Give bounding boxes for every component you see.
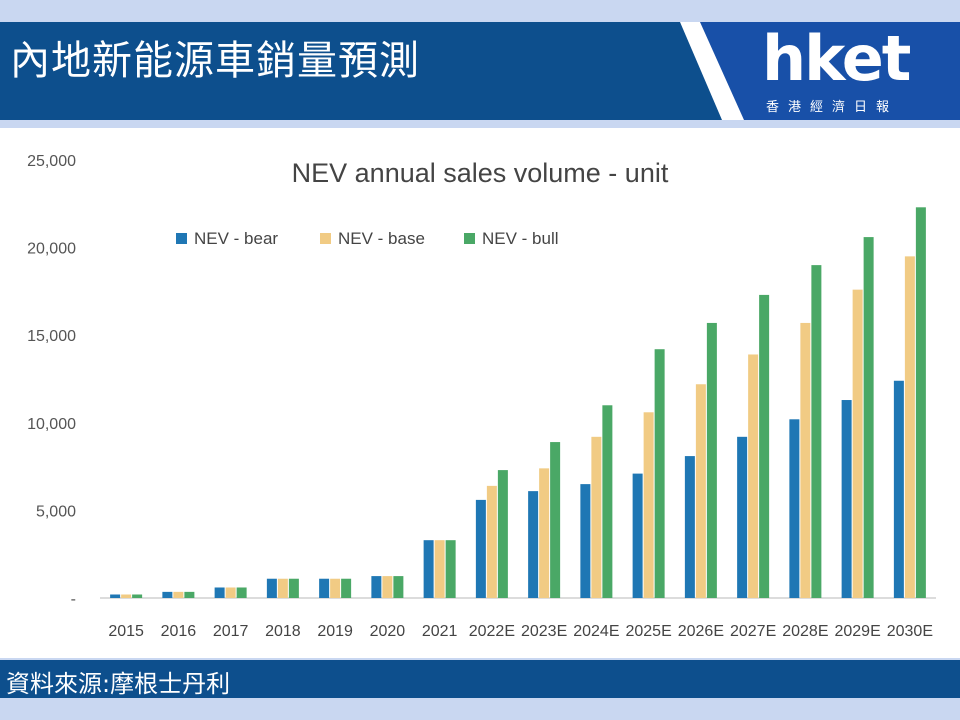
y-tick-label: 25,000 bbox=[27, 153, 76, 170]
bar-nevbase-2030e bbox=[904, 256, 915, 598]
x-tick-label: 2025E bbox=[625, 623, 671, 640]
bar-nevbear-2028e bbox=[789, 419, 800, 598]
chart-title: NEV annual sales volume - unit bbox=[292, 158, 669, 188]
bar-nevbear-2021 bbox=[423, 540, 434, 598]
bar-nevbull-2016 bbox=[184, 591, 195, 598]
y-tick-label: 10,000 bbox=[27, 416, 76, 433]
legend-swatch bbox=[320, 233, 331, 244]
bar-nevbase-2020 bbox=[382, 576, 393, 598]
x-tick-label: 2030E bbox=[887, 623, 933, 640]
y-tick-label: 5,000 bbox=[36, 503, 76, 520]
bar-nevbear-2024e bbox=[580, 484, 591, 598]
bar-nevbull-2028e bbox=[811, 265, 822, 598]
bar-nevbear-2022e bbox=[475, 499, 486, 598]
bar-nevbear-2029e bbox=[841, 400, 852, 598]
legend-label: NEV - bull bbox=[482, 229, 559, 248]
x-tick-label: 2018 bbox=[265, 623, 301, 640]
bar-nevbull-2020 bbox=[393, 576, 404, 598]
legend-swatch bbox=[176, 233, 187, 244]
bar-nevbase-2018 bbox=[277, 578, 288, 598]
bar-nevbull-2018 bbox=[288, 578, 299, 598]
legend-label: NEV - bear bbox=[194, 229, 278, 248]
bar-nevbase-2017 bbox=[225, 587, 236, 598]
bar-nevbase-2016 bbox=[173, 591, 184, 598]
title-band bbox=[0, 22, 960, 120]
x-tick-label: 2016 bbox=[161, 623, 197, 640]
bar-nevbull-2023e bbox=[550, 442, 561, 598]
bar-series bbox=[110, 207, 926, 598]
bar-nevbull-2022e bbox=[497, 470, 508, 598]
bar-nevbase-2022e bbox=[486, 485, 497, 598]
legend-label: NEV - base bbox=[338, 229, 425, 248]
bar-nevbull-2015 bbox=[132, 594, 143, 598]
bar-nevbase-2029e bbox=[852, 289, 863, 598]
bar-nevbase-2023e bbox=[539, 468, 550, 598]
bar-nevbear-2023e bbox=[528, 491, 539, 598]
y-tick-label: 15,000 bbox=[27, 328, 76, 345]
x-tick-label: 2022E bbox=[469, 623, 515, 640]
brand-logo: hket bbox=[762, 22, 911, 95]
chart-legend: NEV - bear NEV - base NEV - bull bbox=[176, 229, 559, 248]
bar-nevbase-2024e bbox=[591, 436, 602, 598]
footer-bar: 資料來源:摩根士丹利 bbox=[0, 660, 960, 698]
bar-nevbear-2017 bbox=[214, 587, 225, 598]
bar-nevbase-2027e bbox=[748, 354, 759, 598]
x-tick-label: 2021 bbox=[422, 623, 458, 640]
bar-nevbull-2030e bbox=[915, 207, 926, 598]
bar-nevbase-2015 bbox=[121, 594, 132, 598]
x-tick-label: 2023E bbox=[521, 623, 567, 640]
x-tick-label: 2024E bbox=[573, 623, 619, 640]
x-tick-label: 2020 bbox=[370, 623, 406, 640]
bar-nevbear-2016 bbox=[162, 591, 173, 598]
title-band-logo bbox=[700, 22, 960, 120]
bar-nevbull-2021 bbox=[445, 540, 456, 598]
x-tick-label: 2026E bbox=[678, 623, 724, 640]
page-title: 內地新能源車銷量預測 bbox=[10, 38, 420, 84]
sales-bar-chart: NEV annual sales volume - unit NEV - bea… bbox=[18, 138, 942, 648]
x-tick-label: 2029E bbox=[834, 623, 880, 640]
x-tick-label: 2017 bbox=[213, 623, 249, 640]
bar-nevbear-2018 bbox=[266, 578, 277, 598]
bar-nevbear-2027e bbox=[737, 436, 748, 598]
bar-nevbear-2026e bbox=[684, 456, 695, 598]
bar-nevbase-2021 bbox=[434, 540, 445, 598]
x-tick-label: 2015 bbox=[108, 623, 144, 640]
bar-nevbull-2017 bbox=[236, 587, 247, 598]
x-tick-label: 2028E bbox=[782, 623, 828, 640]
legend-swatch bbox=[464, 233, 475, 244]
bar-nevbull-2026e bbox=[706, 322, 717, 598]
bar-nevbear-2015 bbox=[110, 594, 121, 598]
bar-nevbull-2029e bbox=[863, 237, 874, 598]
bar-nevbear-2019 bbox=[319, 578, 330, 598]
y-tick-label: - bbox=[71, 591, 76, 608]
bar-nevbull-2027e bbox=[759, 294, 770, 598]
bar-nevbear-2025e bbox=[632, 473, 643, 598]
title-band-left bbox=[0, 22, 722, 120]
brand-logo-subtitle: 香港經濟日報 bbox=[766, 100, 899, 115]
y-axis: - 5,000 10,000 15,000 20,000 25,000 bbox=[27, 153, 76, 608]
bar-nevbull-2024e bbox=[602, 405, 613, 598]
bar-nevbull-2025e bbox=[654, 349, 665, 598]
bar-nevbase-2028e bbox=[800, 322, 811, 598]
x-tick-label: 2019 bbox=[317, 623, 353, 640]
bar-nevbase-2026e bbox=[695, 384, 706, 598]
source-note: 資料來源:摩根士丹利 bbox=[6, 670, 231, 698]
bar-nevbase-2025e bbox=[643, 412, 654, 598]
bar-nevbase-2019 bbox=[330, 578, 341, 598]
bar-nevbear-2030e bbox=[893, 380, 904, 598]
y-tick-label: 20,000 bbox=[27, 241, 76, 258]
bar-nevbear-2020 bbox=[371, 576, 382, 598]
bar-nevbull-2019 bbox=[341, 578, 352, 598]
x-tick-label: 2027E bbox=[730, 623, 776, 640]
